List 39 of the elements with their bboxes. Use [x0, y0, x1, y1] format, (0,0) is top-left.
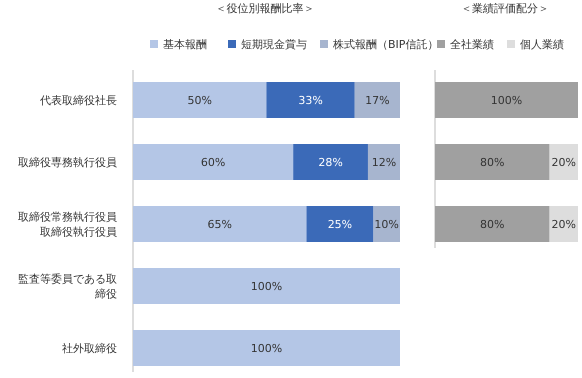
bar — [133, 268, 400, 304]
bar — [133, 330, 400, 366]
legend-label: 基本報酬 — [163, 38, 207, 51]
y-tick-label: 取締役常務執行役員取締役執行役員 — [18, 210, 117, 238]
bar — [373, 206, 400, 242]
data-label: 28% — [318, 156, 343, 169]
chart-title: ＜業績評価配分＞ — [461, 2, 549, 15]
data-label: 100% — [250, 280, 282, 293]
bar — [293, 144, 368, 180]
y-tick-label: 監査等委員である取締役 — [18, 272, 117, 300]
legend-label: 株式報酬（BIP信託） — [332, 38, 438, 51]
data-label: 10% — [374, 218, 399, 231]
data-label: 12% — [372, 156, 396, 169]
legend-label: 短期現金賞与 — [241, 38, 307, 51]
data-label: 100% — [490, 94, 522, 107]
bar — [266, 82, 355, 118]
bar — [133, 144, 294, 180]
data-label: 17% — [365, 94, 390, 107]
data-label: 20% — [551, 156, 576, 169]
data-label: 60% — [200, 156, 226, 169]
data-label: 33% — [298, 94, 323, 107]
data-label: 20% — [551, 218, 576, 231]
data-label: 80% — [480, 218, 504, 231]
bar — [306, 206, 374, 242]
bar — [354, 82, 400, 118]
bar — [368, 144, 400, 180]
y-tick-label: 取締役専務執行役員 — [18, 156, 117, 169]
data-label: 50% — [188, 94, 212, 107]
y-tick-label: 代表取締役社長 — [39, 94, 117, 107]
bar — [133, 206, 307, 242]
chart-title: ＜役位別報酬比率＞ — [216, 2, 314, 15]
data-label: 80% — [480, 156, 504, 169]
legend-label: 個人業績 — [520, 38, 564, 51]
data-label: 100% — [250, 342, 282, 355]
legend-label: 全社業績 — [450, 38, 494, 51]
data-label: 65% — [208, 218, 232, 231]
data-label: 25% — [328, 218, 352, 231]
bar — [133, 82, 266, 118]
y-tick-label: 社外取締役 — [62, 342, 117, 355]
